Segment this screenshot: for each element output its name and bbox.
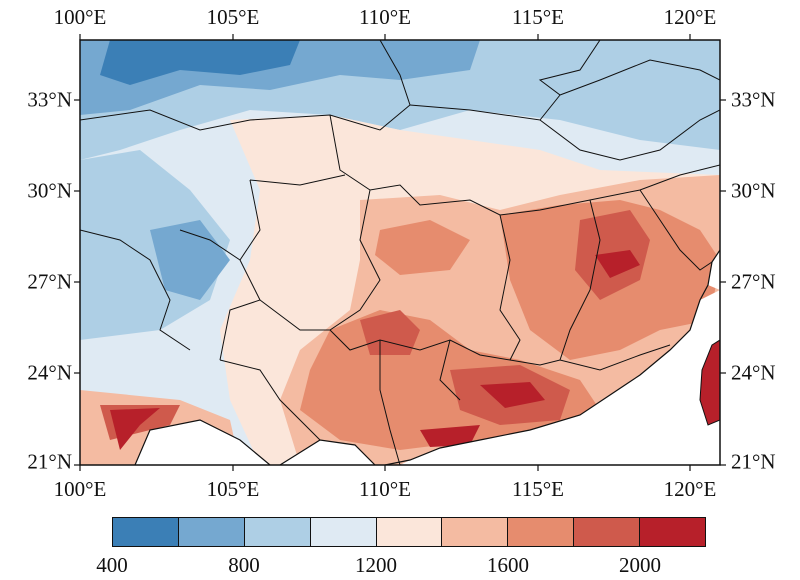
lat-label-right: 24°N [731, 360, 776, 385]
colorbar-segment [113, 518, 179, 546]
lon-label-top: 110°E [359, 5, 411, 29]
colorbar-segment [244, 518, 311, 546]
sea-east [400, 290, 720, 465]
coastline-west [279, 439, 376, 465]
colorbar-label: 800 [228, 553, 260, 577]
lat-label-right: 30°N [731, 178, 776, 203]
precip-zone-hainan-coast [110, 408, 160, 450]
lon-label-bottom: 105°E [206, 477, 260, 501]
lon-label-bottom: 110°E [359, 477, 411, 501]
sea-southwest [135, 420, 270, 465]
lon-label-bottom: 120°E [663, 477, 717, 501]
lat-label-left: 30°N [27, 178, 72, 203]
colorbar-label: 1600 [487, 553, 529, 577]
colorbar-label: 2000 [619, 553, 661, 577]
lat-label-left: 33°N [27, 87, 72, 112]
coastline [384, 249, 720, 465]
lat-label-right: 33°N [731, 87, 776, 112]
colorbar-label: 400 [96, 553, 128, 577]
colorbar-segment [376, 518, 443, 546]
colorbar-segment [442, 518, 509, 546]
colorbar-segment [574, 518, 641, 546]
lon-label-bottom: 115°E [512, 477, 564, 501]
precip-zone-high-2 [360, 310, 420, 355]
province-boundaries [80, 40, 720, 465]
colorbar [112, 517, 706, 547]
sea-gulf [280, 440, 375, 465]
lat-label-left: 24°N [27, 360, 72, 385]
axis-ticks [74, 34, 726, 471]
taiwan-island [699, 339, 720, 426]
colorbar-label: 1200 [355, 553, 397, 577]
lat-label-left: 21°N [27, 449, 72, 474]
lon-label-bottom: 100°E [53, 477, 107, 501]
map-area [80, 40, 720, 465]
colorbar-segment [508, 518, 575, 546]
lat-label-right: 27°N [731, 269, 776, 294]
precip-zone-northwest-darkest [100, 40, 300, 85]
colorbar-segment [640, 518, 706, 546]
colorbar-segment [178, 518, 245, 546]
lon-label-top: 115°E [512, 5, 564, 29]
lat-label-left: 27°N [27, 269, 72, 294]
precip-zone-northeast-light [540, 40, 720, 115]
sea-east-upper [708, 250, 720, 290]
lon-label-top: 100°E [53, 5, 107, 29]
precip-zone-hunan [375, 220, 470, 275]
precip-zone-max-3 [420, 425, 480, 447]
colorbar-segment [310, 518, 377, 546]
map-frame [79, 39, 721, 466]
lon-label-top: 120°E [663, 5, 717, 29]
lat-label-right: 21°N [731, 449, 776, 474]
coastline-southwest [134, 419, 271, 465]
precip-zone-max-2 [480, 382, 545, 408]
lon-label-top: 105°E [206, 5, 260, 29]
precip-zone-max-1 [595, 250, 640, 278]
